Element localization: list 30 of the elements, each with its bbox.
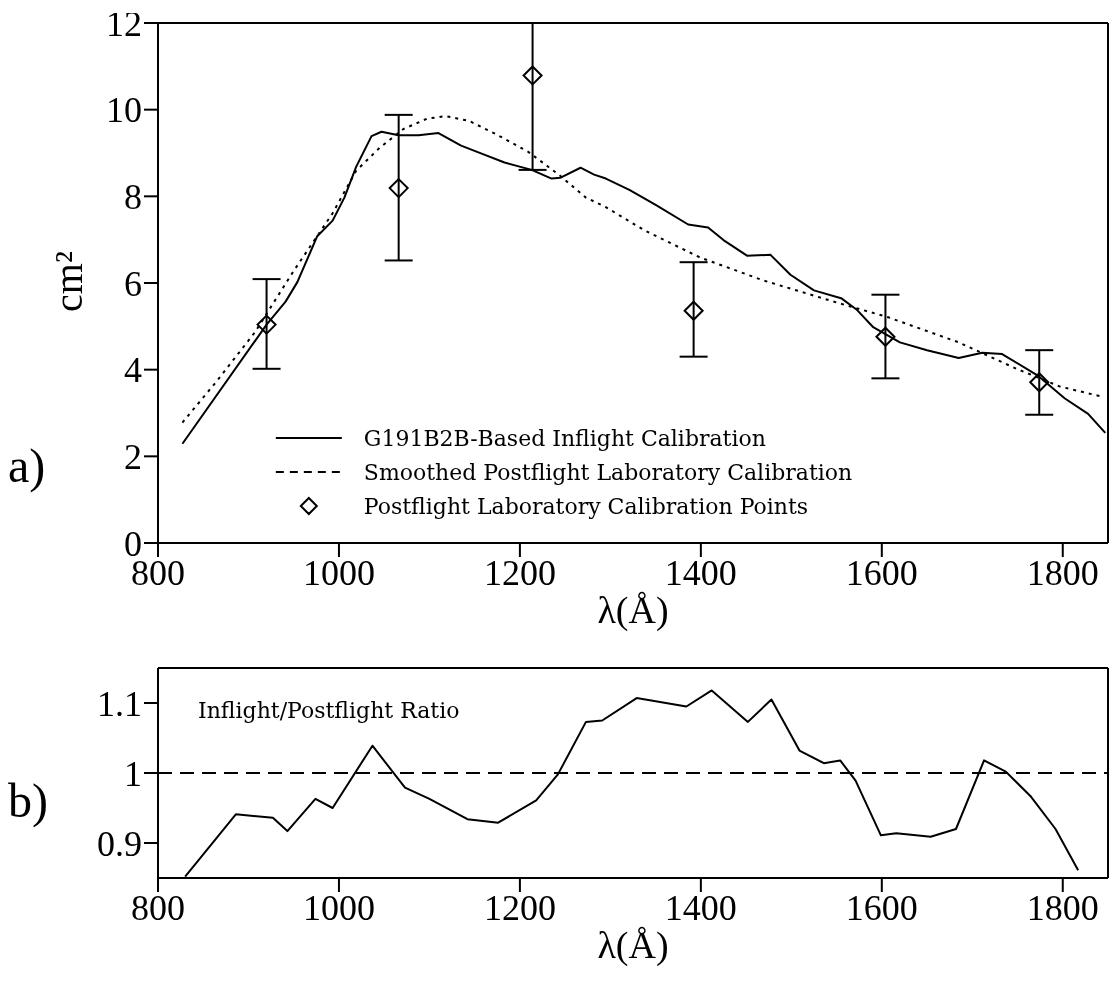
x-tick-label: 1600 [845, 552, 918, 593]
x-tick-label: 1000 [302, 552, 375, 593]
legend-label: Smoothed Postflight Laboratory Calibration [363, 459, 853, 485]
legend-label: Postflight Laboratory Calibration Points [363, 493, 809, 519]
y-tick-label: 6 [124, 263, 142, 304]
y-tick-label: 1 [124, 753, 142, 794]
point [256, 314, 277, 335]
point [388, 178, 409, 199]
y-tick-label: 0.9 [97, 823, 142, 864]
text: a) [8, 438, 46, 493]
annotation: Inflight/Postflight Ratio [198, 698, 460, 723]
y-tick-label: 1.1 [97, 683, 142, 724]
text: b) [8, 773, 48, 828]
y-axis-title: cm² [44, 251, 92, 312]
y-tick-label: 8 [124, 177, 142, 218]
point [683, 300, 704, 321]
legend-label: G191B2B-Based Inflight Calibration [363, 425, 766, 451]
point [1029, 372, 1050, 393]
x-tick-label: 1600 [845, 887, 918, 928]
point [522, 65, 543, 86]
y-tick-label: 4 [124, 350, 142, 391]
x-tick-label: 1800 [1026, 552, 1099, 593]
x-tick-label: 800 [131, 887, 185, 928]
point [875, 326, 896, 347]
x-tick-label: 1000 [302, 887, 375, 928]
y-tick-label: 10 [106, 90, 142, 131]
x-tick-label: 1800 [1026, 887, 1099, 928]
x-tick-label: 1200 [483, 887, 556, 928]
y-tick-label: 2 [124, 437, 142, 478]
x-tick-label: 1200 [483, 552, 556, 593]
